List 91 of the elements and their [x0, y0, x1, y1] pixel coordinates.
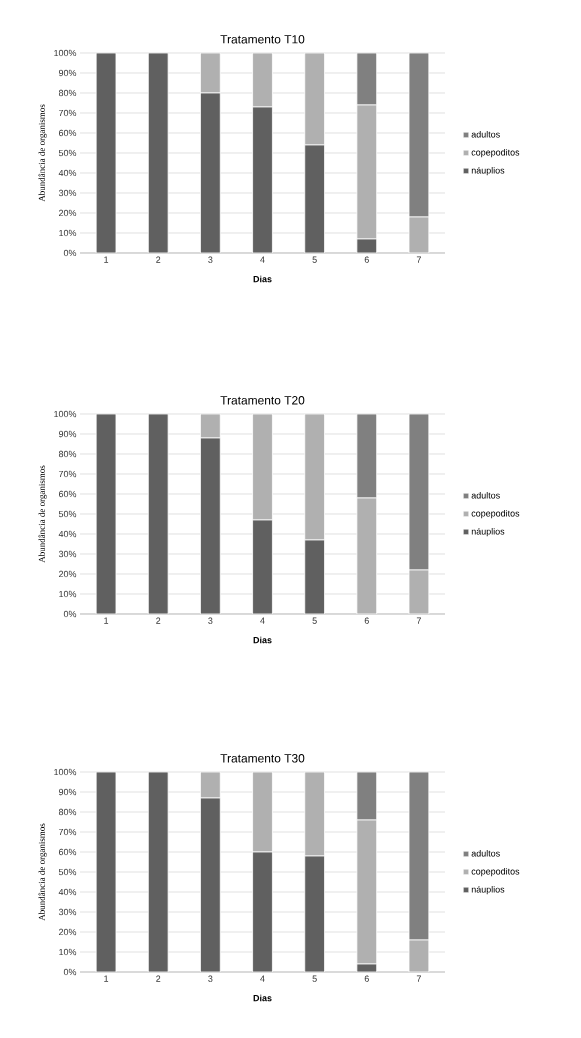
- y-tick-label: 50%: [58, 868, 77, 876]
- bar: [408, 413, 430, 571]
- bar: [408, 52, 430, 218]
- y-tick-label: 90%: [58, 788, 77, 796]
- x-tick-label: 5: [312, 617, 317, 624]
- x-tick-label: 2: [156, 975, 161, 982]
- x-tick-label: 6: [364, 975, 369, 982]
- y-tick-label: 50%: [58, 510, 77, 518]
- x-tick-label: 1: [104, 617, 109, 624]
- chart-title: Tratamento T20: [220, 396, 305, 405]
- bar: [252, 851, 273, 972]
- y-tick-label: 90%: [58, 69, 77, 77]
- x-axis-title: Dias: [253, 275, 272, 283]
- bar: [200, 92, 221, 253]
- x-tick-label: 5: [312, 975, 317, 982]
- x-tick-label: 7: [416, 975, 421, 982]
- bar: [304, 144, 325, 253]
- bar: [95, 772, 117, 972]
- y-tick-label: 80%: [58, 89, 77, 97]
- legend-label: adultos: [471, 130, 500, 138]
- x-tick-label: 2: [156, 617, 161, 624]
- chart-title: Tratamento T30: [220, 754, 305, 763]
- y-axis-title: Abundância de organismos: [38, 104, 47, 202]
- y-tick-label: 20%: [58, 928, 77, 936]
- x-tick-label: 6: [364, 256, 369, 263]
- x-axis-title: Dias: [253, 994, 272, 1002]
- y-tick-label: 80%: [58, 450, 77, 458]
- x-axis-title: Dias: [253, 636, 272, 644]
- x-tick-label: 3: [208, 617, 213, 624]
- legend-label: adultos: [471, 849, 500, 857]
- bar: [147, 52, 169, 253]
- x-tick-label: 3: [208, 975, 213, 982]
- x-tick-label: 1: [104, 975, 109, 982]
- y-tick-label: 60%: [58, 129, 77, 137]
- y-tick-label: 90%: [58, 430, 77, 438]
- y-tick-label: 60%: [58, 490, 77, 498]
- y-tick-label: 20%: [58, 570, 77, 578]
- x-tick-label: 1: [104, 256, 109, 263]
- bar: [408, 772, 430, 941]
- y-tick-label: 100%: [54, 410, 77, 418]
- legend-label: náuplios: [471, 166, 505, 176]
- y-tick-label: 70%: [58, 109, 77, 117]
- x-tick-label: 3: [208, 256, 213, 263]
- y-tick-label: 100%: [54, 768, 77, 776]
- y-tick-label: 100%: [54, 49, 77, 57]
- bar: [200, 797, 221, 972]
- y-tick-label: 70%: [58, 828, 77, 836]
- y-tick-label: 50%: [58, 149, 77, 157]
- y-tick-label: 30%: [58, 550, 77, 558]
- y-tick-label: 60%: [58, 848, 77, 856]
- bar: [95, 52, 117, 253]
- legend-label: copepoditos: [471, 867, 520, 877]
- x-tick-label: 6: [364, 617, 369, 624]
- y-tick-label: 40%: [58, 169, 77, 177]
- chart-title: Tratamento T10: [220, 35, 305, 44]
- x-tick-label: 4: [260, 256, 265, 263]
- x-tick-label: 4: [260, 975, 265, 982]
- x-tick-label: 5: [312, 256, 317, 263]
- bar: [252, 106, 273, 253]
- y-axis-title: Abundância de organismos: [38, 823, 47, 921]
- x-tick-label: 2: [156, 256, 161, 263]
- y-tick-label: 10%: [59, 590, 77, 598]
- y-tick-label: 0%: [63, 968, 77, 976]
- y-tick-label: 0%: [63, 249, 77, 257]
- x-tick-label: 7: [416, 256, 421, 263]
- x-tick-label: 4: [260, 617, 265, 624]
- legend-label: adultos: [471, 491, 500, 499]
- y-tick-label: 40%: [58, 530, 77, 538]
- bar: [304, 539, 325, 614]
- y-axis-title: Abundância de organismos: [38, 465, 47, 563]
- legend-label: copepoditos: [471, 509, 520, 519]
- bar: [356, 819, 378, 965]
- y-tick-label: 30%: [58, 189, 77, 197]
- bar: [304, 855, 325, 972]
- bar: [252, 519, 273, 614]
- bar: [147, 772, 169, 972]
- bar: [95, 413, 117, 614]
- y-tick-label: 40%: [58, 888, 77, 896]
- legend-label: náuplios: [471, 527, 505, 537]
- y-tick-label: 80%: [58, 808, 77, 816]
- y-tick-label: 10%: [59, 229, 77, 237]
- y-tick-label: 20%: [58, 209, 77, 217]
- legend-label: náuplios: [471, 885, 505, 895]
- y-tick-label: 70%: [58, 470, 77, 478]
- y-tick-label: 0%: [63, 610, 77, 618]
- y-tick-label: 10%: [59, 948, 77, 956]
- bar: [147, 413, 169, 614]
- legend-label: copepoditos: [471, 148, 520, 158]
- bar: [200, 437, 221, 614]
- x-tick-label: 7: [416, 617, 421, 624]
- y-tick-label: 30%: [58, 908, 77, 916]
